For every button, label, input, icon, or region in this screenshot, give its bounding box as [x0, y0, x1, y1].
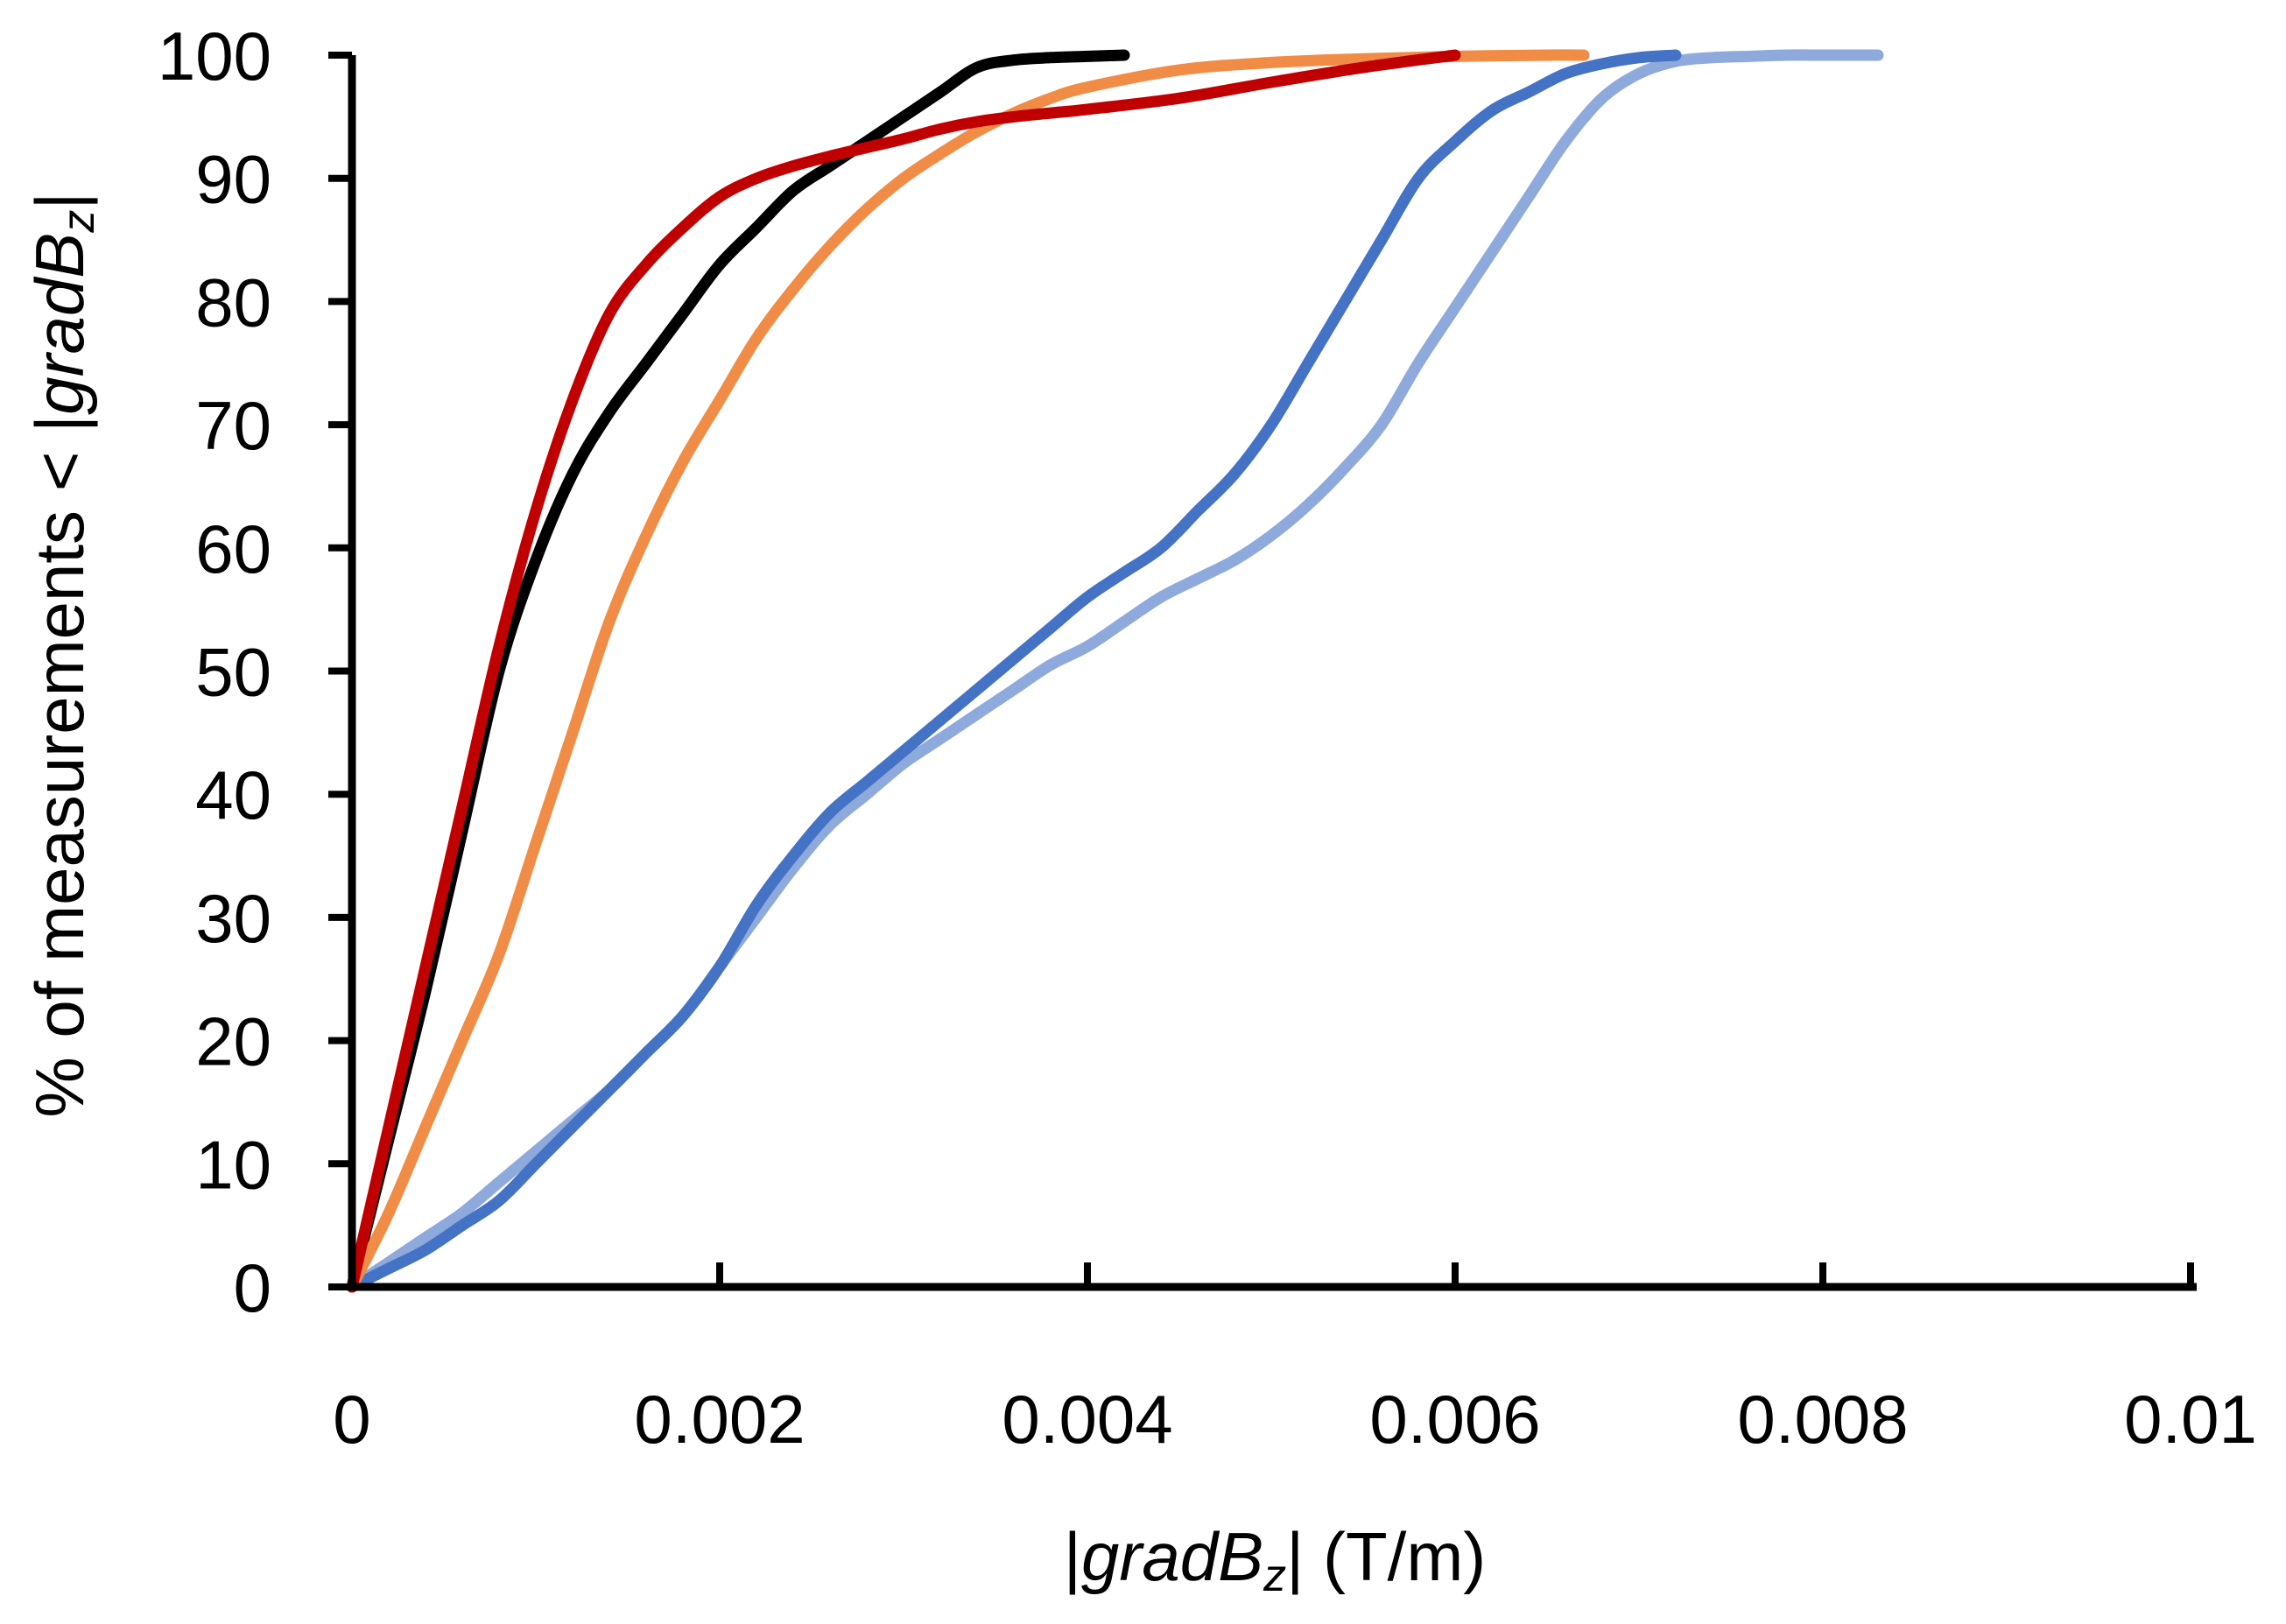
x-tick-label-2: 0.004: [1002, 1381, 1172, 1458]
y-tick-label-30: 30: [195, 880, 271, 957]
series-line-black: [346, 49, 1130, 1293]
series-layer: [346, 49, 1884, 1293]
y-axis-ticks: [328, 52, 352, 1290]
y-tick-label-90: 90: [195, 141, 271, 218]
y-tick-label-40: 40: [195, 756, 271, 833]
x-tick-label-3: 0.006: [1369, 1381, 1540, 1458]
y-axis-title: % of measurements < |gradBz|: [21, 192, 104, 1117]
y-axis-tick-labels: 0 10 20 30 40 50 60 70 80 90 100: [158, 18, 271, 1326]
y-tick-label-60: 60: [195, 510, 271, 587]
x-tick-label-5: 0.01: [2124, 1381, 2257, 1458]
y-tick-label-80: 80: [195, 264, 271, 341]
x-tick-label-4: 0.008: [1737, 1381, 1908, 1458]
x-axis-ticks: [348, 1262, 2194, 1287]
y-tick-label-0: 0: [234, 1249, 271, 1326]
y-tick-label-50: 50: [195, 634, 271, 711]
x-axis-title: |gradBz| (T/m): [1064, 1518, 1487, 1601]
series-line-light-blue: [346, 49, 1884, 1293]
series-line-red: [346, 49, 1461, 1293]
y-tick-label-100: 100: [158, 18, 271, 95]
series-line-orange: [346, 49, 1590, 1293]
y-tick-label-70: 70: [195, 387, 271, 464]
x-axis-tick-labels: 0 0.002 0.004 0.006 0.008 0.01: [333, 1381, 2257, 1458]
y-tick-label-20: 20: [195, 1003, 271, 1080]
x-tick-label-1: 0.002: [634, 1381, 805, 1458]
series-line-blue: [346, 49, 1682, 1293]
x-tick-label-0: 0: [333, 1381, 370, 1458]
y-tick-label-10: 10: [195, 1126, 271, 1203]
